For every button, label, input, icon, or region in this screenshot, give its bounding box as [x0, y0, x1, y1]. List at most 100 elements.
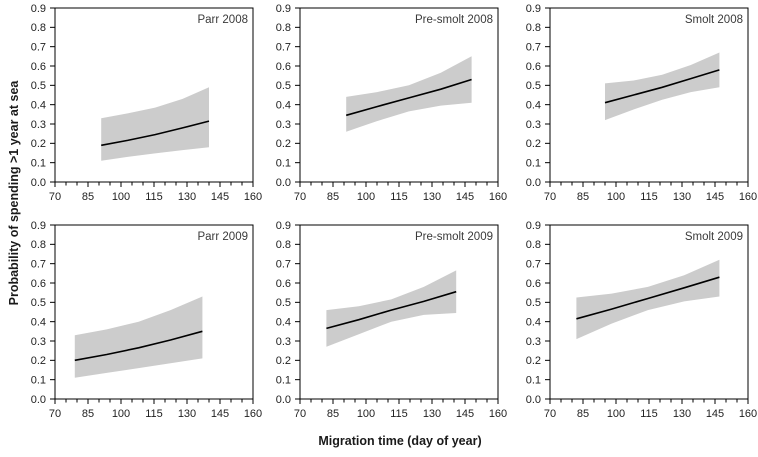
- y-tick-label: 0.0: [526, 394, 541, 406]
- confidence-band: [74, 296, 203, 378]
- y-tick-label: 0.5: [526, 297, 541, 309]
- fit-line: [576, 276, 720, 320]
- subplot-presmolt-2008: 0.0 0.1 0.2 0.3 0.4 0.5 0.6 0.7 0.8 0.9 70 85 100 115…: [252, 2, 522, 210]
- y-tick-label: 0.9: [526, 3, 541, 15]
- confidence-band: [605, 52, 720, 121]
- y-tick-label: 0.4: [276, 316, 291, 328]
- x-tick-label: 70: [294, 408, 306, 420]
- y-tick-label: 0.6: [526, 278, 541, 290]
- fit-line: [101, 120, 210, 147]
- x-tick-label: 70: [49, 408, 61, 420]
- y-tick-label: 0.2: [526, 355, 541, 367]
- y-tick-label: 0.8: [31, 239, 46, 251]
- y-tick-label: 0.1: [276, 157, 291, 169]
- y-tick-label: 0.7: [526, 258, 541, 270]
- fit-line: [74, 330, 203, 362]
- x-tick-label: 85: [82, 408, 94, 420]
- x-tick-label: 85: [82, 191, 94, 203]
- plot-frame: [54, 7, 254, 183]
- y-tick-label: 0.4: [526, 316, 541, 328]
- y-tick-label: 0.8: [31, 22, 46, 34]
- x-tick-label: 85: [327, 191, 339, 203]
- confidence-band: [576, 259, 720, 340]
- y-tick-label: 0.6: [276, 61, 291, 73]
- y-tick-label: 0.7: [31, 41, 46, 53]
- x-tick-label: 160: [489, 408, 507, 420]
- y-tick-label: 0.8: [526, 239, 541, 251]
- fit-line: [345, 78, 472, 117]
- y-tick-label: 0.8: [276, 22, 291, 34]
- x-tick-label: 145: [706, 191, 724, 203]
- y-tick-label: 0.0: [276, 177, 291, 189]
- subplot-smolt-2009: 0.0 0.1 0.2 0.3 0.4 0.5 0.6 0.7 0.8 0.9 70 85 100 115…: [502, 219, 758, 427]
- x-tick-label: 100: [357, 408, 375, 420]
- y-tick-label: 0.3: [31, 119, 46, 131]
- y-tick-label: 0.7: [526, 41, 541, 53]
- subplot-parr-2009: 0.0 0.1 0.2 0.3 0.4 0.5 0.6 0.7 0.8 0.9 70 85 100 115…: [7, 219, 277, 427]
- confidence-band: [326, 270, 457, 347]
- x-tick-label: 100: [607, 191, 625, 203]
- x-tick-label: 70: [544, 408, 556, 420]
- x-tick-label: 85: [577, 191, 589, 203]
- y-tick-label: 0.1: [526, 374, 541, 386]
- x-tick-label: 160: [739, 191, 757, 203]
- y-tick-label: 0.3: [31, 336, 46, 348]
- y-tick-label: 0.5: [31, 80, 46, 92]
- y-tick-label: 0.6: [276, 278, 291, 290]
- x-tick-label: 100: [112, 191, 130, 203]
- fit-line: [604, 69, 720, 104]
- panel-title: Parr 2008: [197, 14, 248, 26]
- y-tick-label: 0.6: [31, 278, 46, 290]
- x-tick-label: 115: [640, 191, 658, 203]
- y-tick-label: 0.9: [276, 220, 291, 232]
- x-tick-label: 115: [390, 408, 408, 420]
- x-tick-label: 160: [739, 408, 757, 420]
- subplot-smolt-2008: 0.0 0.1 0.2 0.3 0.4 0.5 0.6 0.7 0.8 0.9 70 85 100 115…: [502, 2, 758, 210]
- y-tick-label: 0.4: [31, 99, 46, 111]
- x-tick-label: 160: [489, 191, 507, 203]
- x-tick-label: 130: [178, 408, 196, 420]
- x-tick-label: 70: [294, 191, 306, 203]
- x-tick-label: 130: [673, 191, 691, 203]
- x-tick-label: 100: [357, 191, 375, 203]
- subplot-presmolt-2009: 0.0 0.1 0.2 0.3 0.4 0.5 0.6 0.7 0.8 0.9 70 85 100 115…: [252, 219, 522, 427]
- x-tick-label: 115: [640, 408, 658, 420]
- x-tick-label: 70: [544, 191, 556, 203]
- y-tick-label: 0.3: [276, 336, 291, 348]
- y-tick-label: 0.9: [276, 3, 291, 15]
- y-tick-label: 0.5: [276, 297, 291, 309]
- x-tick-label: 145: [456, 191, 474, 203]
- y-tick-label: 0.5: [526, 80, 541, 92]
- confidence-band: [346, 56, 472, 132]
- x-tick-label: 100: [112, 408, 130, 420]
- y-tick-label: 0.0: [31, 394, 46, 406]
- y-tick-label: 0.8: [526, 22, 541, 34]
- y-tick-label: 0.5: [31, 297, 46, 309]
- panel-title: Pre-smolt 2009: [415, 231, 493, 243]
- y-tick-label: 0.2: [276, 355, 291, 367]
- x-tick-label: 70: [49, 191, 61, 203]
- panel-title: Smolt 2008: [685, 14, 743, 26]
- y-tick-label: 0.3: [276, 119, 291, 131]
- y-tick-label: 0.2: [31, 138, 46, 150]
- y-tick-label: 0.5: [276, 80, 291, 92]
- x-tick-label: 145: [706, 408, 724, 420]
- x-tick-label: 100: [607, 408, 625, 420]
- x-tick-label: 115: [145, 191, 163, 203]
- subplot-parr-2008: 0.0 0.1 0.2 0.3 0.4 0.5 0.6 0.7 0.8 0.9 70 85 100 115…: [7, 2, 277, 210]
- y-tick-label: 0.2: [31, 355, 46, 367]
- y-tick-label: 0.3: [526, 336, 541, 348]
- x-tick-label: 130: [423, 408, 441, 420]
- x-tick-label: 145: [211, 191, 229, 203]
- y-tick-label: 0.0: [276, 394, 291, 406]
- y-tick-label: 0.1: [526, 157, 541, 169]
- x-tick-label: 130: [178, 191, 196, 203]
- x-tick-label: 115: [390, 191, 408, 203]
- x-tick-label: 160: [244, 408, 262, 420]
- panel-title: Parr 2009: [197, 231, 248, 243]
- y-tick-label: 0.9: [526, 220, 541, 232]
- y-tick-label: 0.7: [276, 41, 291, 53]
- y-tick-label: 0.0: [31, 177, 46, 189]
- y-tick-label: 0.7: [276, 258, 291, 270]
